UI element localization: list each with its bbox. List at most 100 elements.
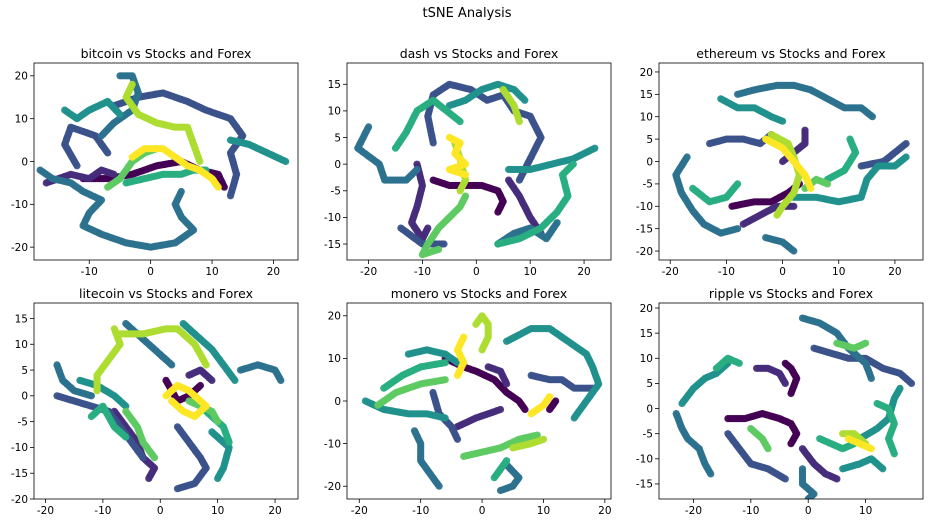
scatter-point — [907, 379, 916, 387]
scatter-point — [226, 192, 235, 200]
scatter-point — [781, 359, 789, 367]
scatter-series-3 — [185, 366, 216, 384]
y-tick-label: 10 — [640, 112, 653, 124]
scatter-point — [231, 376, 239, 384]
scatter-point — [896, 384, 904, 392]
scatter-series-1 — [724, 410, 801, 448]
scatter-series-10 — [391, 96, 464, 152]
x-tick-label: -10 — [94, 505, 111, 517]
panel-4: litecoin vs Stocks and Forex -20 -10 0 10 20 -… — [11, 286, 299, 517]
x-tick-label: 10 — [859, 505, 872, 517]
x-tick-label: 20 — [598, 505, 611, 517]
scatter-point — [546, 393, 554, 401]
scatter-point — [734, 180, 742, 188]
scatter-point — [214, 418, 222, 426]
scatter-series-15 — [445, 133, 470, 179]
scatter-series-12 — [380, 359, 449, 392]
y-tick-label: -5 — [643, 179, 653, 191]
scatter-points — [672, 314, 916, 499]
x-tick-label: -10 — [412, 505, 429, 517]
x-tick-label: 10 — [523, 266, 536, 278]
y-tick-label: 0 — [646, 156, 653, 168]
scatter-series-12 — [128, 145, 222, 191]
scatter-point — [145, 474, 153, 482]
x-tick-label: 10 — [832, 266, 845, 278]
scatter-point — [546, 405, 554, 414]
scatter-series-5 — [173, 423, 210, 493]
scatter-point — [196, 157, 204, 166]
y-tick-label: 5 — [334, 132, 341, 144]
panel-1: bitcoin vs Stocks and Forex -10 0 10 20 -20 -1… — [11, 46, 299, 278]
scatter-series-1 — [162, 376, 204, 405]
x-tick-label: 0 — [805, 505, 812, 517]
scatter-point — [496, 405, 505, 414]
scatter-series-3 — [453, 405, 505, 431]
x-tick-label: -20 — [360, 266, 377, 278]
scatter-point — [214, 183, 222, 191]
scatter-point — [553, 219, 561, 227]
y-tick-label: 5 — [646, 378, 653, 390]
panel-title: monero vs Stocks and Forex — [391, 286, 568, 301]
scatter-point — [569, 160, 577, 168]
x-tick-label: -10 — [81, 266, 98, 278]
y-tick-label: 0 — [646, 403, 653, 415]
y-tick-label: -20 — [324, 481, 341, 493]
scatter-series-5 — [724, 430, 789, 483]
scatter-point — [97, 132, 106, 140]
y-tick-label: 15 — [640, 89, 653, 101]
y-tick-label: 20 — [640, 303, 653, 315]
scatter-point — [867, 445, 875, 453]
y-tick-label: 0 — [334, 159, 341, 171]
panels: bitcoin vs Stocks and Forex -10 0 10 20 -20 -1… — [11, 46, 924, 517]
y-tick-label: 5 — [21, 365, 28, 377]
scatter-point — [177, 187, 185, 196]
y-tick-label: -10 — [636, 454, 653, 466]
x-tick-label: 0 — [779, 266, 786, 278]
panel-title: dash vs Stocks and Forex — [400, 46, 559, 61]
scatter-point — [424, 224, 432, 232]
scatter-series-11 — [494, 160, 577, 248]
scatter-point — [214, 474, 222, 482]
scatter-point — [779, 117, 787, 125]
y-tick-label: 15 — [15, 313, 28, 325]
y-tick-label: 10 — [328, 353, 341, 365]
scatter-points — [361, 312, 603, 495]
y-tick-label: -10 — [11, 199, 28, 211]
scatter-series-6 — [53, 361, 95, 400]
scatter-series-3 — [61, 123, 112, 170]
scatter-point — [787, 440, 795, 448]
y-tick-label: 10 — [328, 106, 341, 118]
x-tick-label: 0 — [157, 505, 164, 517]
scatter-point — [707, 470, 715, 478]
y-tick-label: -10 — [11, 442, 28, 454]
scatter-point — [833, 475, 841, 483]
scatter-point — [781, 475, 789, 483]
scatter-point — [116, 110, 124, 118]
scatter-series-11 — [689, 180, 742, 206]
scatter-series-17 — [833, 339, 870, 352]
y-tick-label: 15 — [640, 328, 653, 340]
scatter-point — [779, 157, 787, 166]
scatter-series-6 — [810, 344, 916, 387]
scatter-point — [202, 361, 210, 369]
y-tick-label: -5 — [331, 186, 341, 198]
scatter-series-7 — [410, 427, 443, 490]
panel-2: dash vs Stocks and Forex -20 -10 0 10 20 -15 -1… — [324, 46, 612, 278]
scatter-point — [734, 225, 742, 233]
scatter-point — [807, 184, 815, 192]
scatter-point — [515, 118, 524, 126]
scatter-series-11 — [179, 320, 239, 384]
x-tick-label: 10 — [211, 505, 224, 517]
x-tick-label: -20 — [351, 505, 368, 517]
x-tick-label: 10 — [537, 505, 550, 517]
x-tick-label: -20 — [685, 505, 702, 517]
scatter-point — [867, 374, 875, 382]
scatter-point — [494, 208, 502, 216]
scatter-point — [122, 402, 130, 410]
scatter-point — [764, 445, 772, 453]
x-tick-label: 10 — [205, 266, 218, 278]
scatter-point — [790, 202, 798, 210]
scatter-point — [196, 381, 204, 390]
scatter-series-16 — [93, 325, 124, 395]
